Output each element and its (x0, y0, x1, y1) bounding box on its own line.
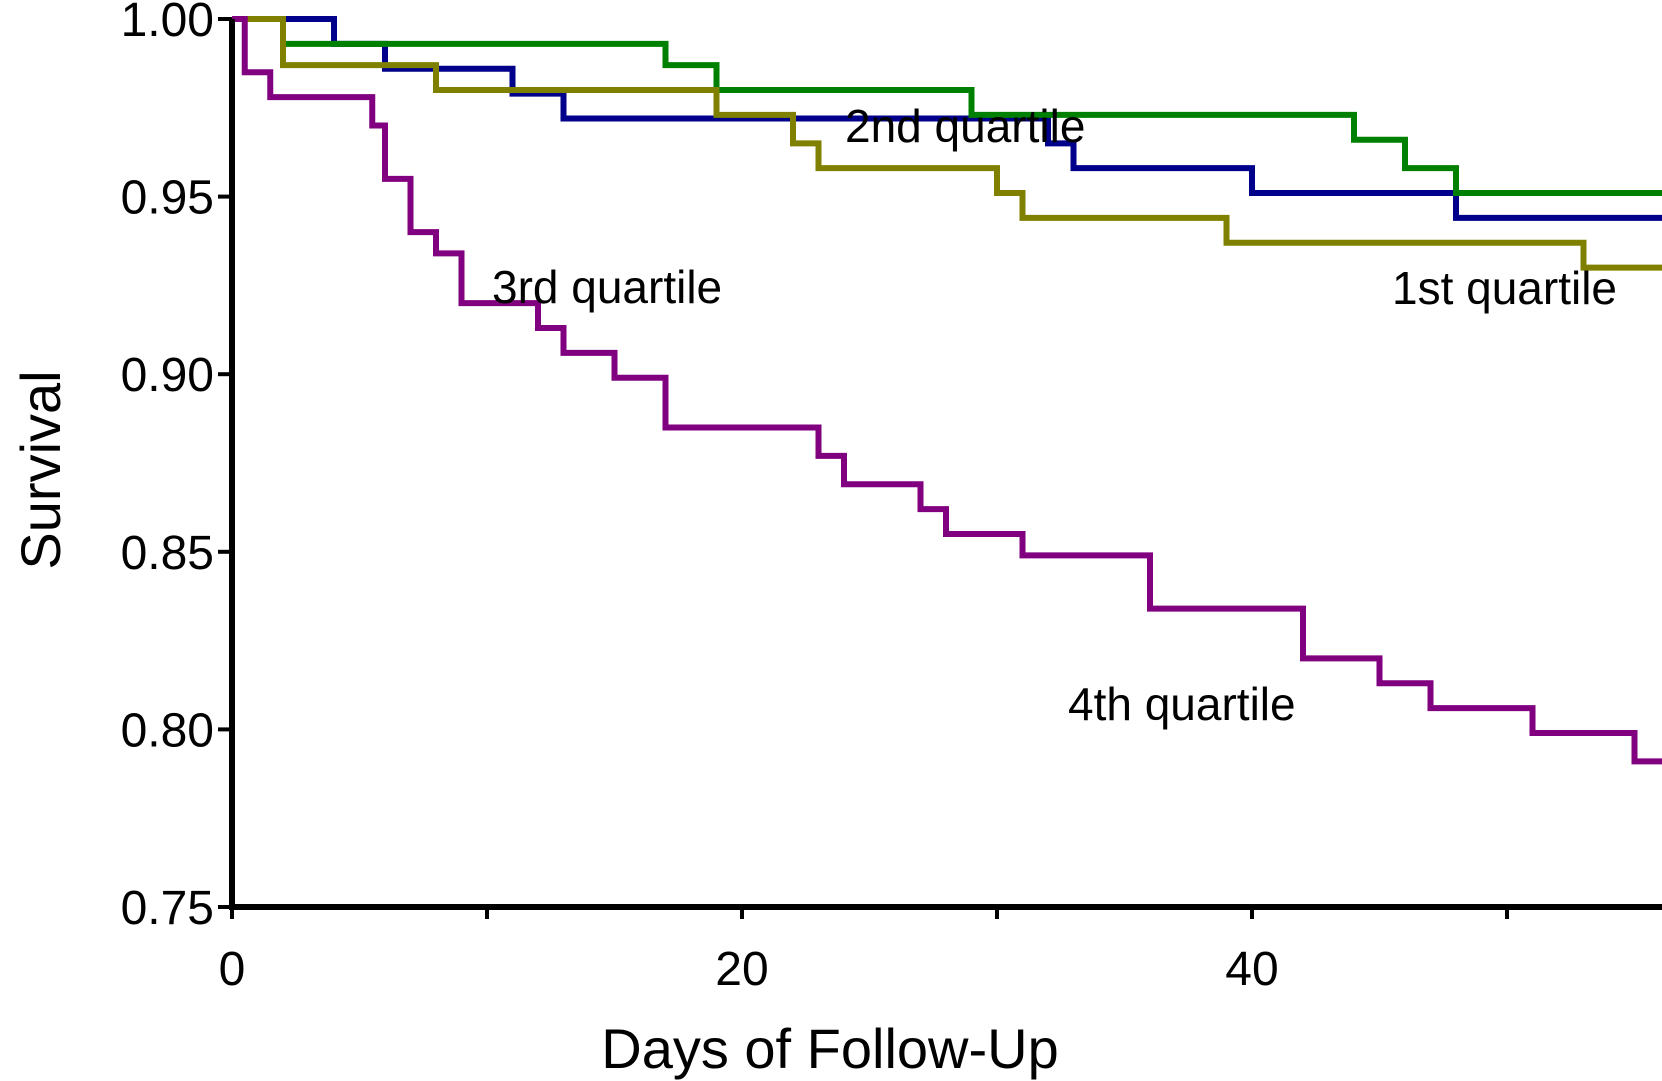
y-tick-label: 0.75 (121, 882, 214, 935)
x-tick-label: 20 (715, 943, 768, 996)
label-1st-quartile: 1st quartile (1392, 262, 1617, 314)
series-line-3rd-quartile (232, 16, 1662, 271)
label-4th-quartile: 4th quartile (1068, 678, 1296, 730)
label-2nd-quartile: 2nd quartile (845, 100, 1085, 152)
series-line-2nd-quartile (232, 16, 1662, 197)
x-tick-label: 40 (1225, 943, 1278, 996)
y-tick-label: 0.80 (121, 704, 214, 757)
series-line-4th-quartile (232, 16, 1662, 765)
y-tick-label: 0.85 (121, 527, 214, 580)
annotation-layer: 2nd quartile 3rd quartile 1st quartile 4… (492, 100, 1617, 730)
y-tick-label: 0.90 (121, 349, 214, 402)
tick-layer: 0.750.800.850.900.951.00020406080 (121, 0, 1509, 996)
series-layer (232, 16, 1662, 765)
y-tick-label: 1.00 (121, 0, 214, 47)
x-axis-title: Days of Follow-Up (601, 1017, 1058, 1080)
y-axis-title: Survival (9, 370, 72, 569)
y-tick-label: 0.95 (121, 172, 214, 225)
label-3rd-quartile: 3rd quartile (492, 261, 722, 313)
axes-layer (229, 19, 1662, 910)
x-tick-label: 0 (219, 943, 246, 996)
